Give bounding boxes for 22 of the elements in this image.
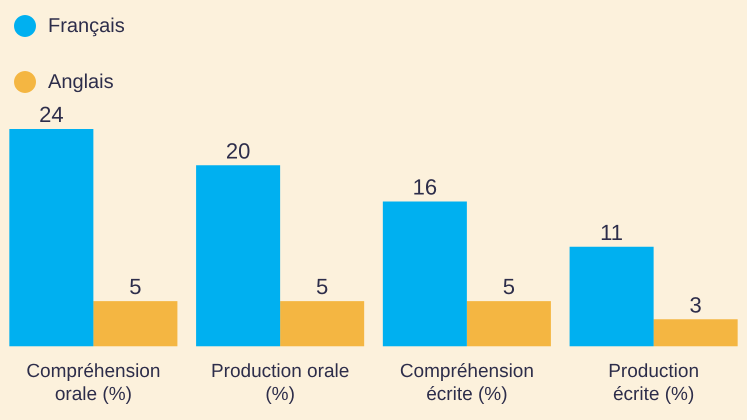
bar xyxy=(570,246,654,346)
legend-label: Français xyxy=(48,14,125,38)
bar xyxy=(93,301,178,346)
data-label: 5 xyxy=(316,274,328,300)
data-label: 20 xyxy=(226,138,250,164)
x-tick-label: Compréhension écrite (%) xyxy=(400,361,534,405)
bar xyxy=(9,129,94,346)
data-label: 3 xyxy=(690,292,702,318)
x-tick-label: Production écrite (%) xyxy=(608,361,700,405)
data-label: 5 xyxy=(129,274,142,300)
data-label: 16 xyxy=(412,174,438,200)
legend-label: Anglais xyxy=(48,70,114,94)
data-label: 11 xyxy=(600,220,624,245)
data-label: 24 xyxy=(39,102,64,128)
bar xyxy=(466,301,551,346)
bar xyxy=(654,319,738,346)
bar xyxy=(280,301,364,346)
data-label: 5 xyxy=(502,274,516,300)
x-tick-label: Compréhension orale (%) xyxy=(26,361,160,405)
bar xyxy=(382,202,467,346)
bar xyxy=(196,165,280,346)
x-tick-label: Production orale (%) xyxy=(210,361,350,405)
